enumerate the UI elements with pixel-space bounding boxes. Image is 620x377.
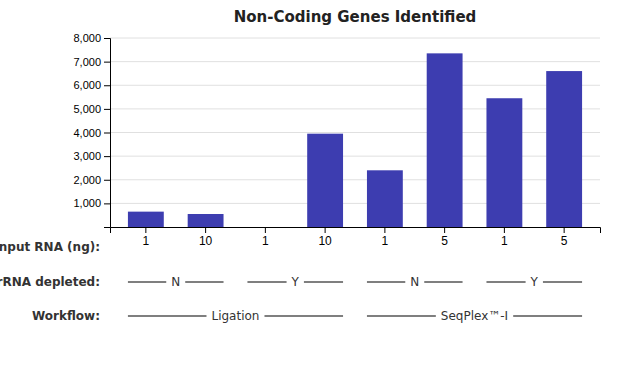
grid-line — [110, 85, 600, 86]
x-tick-label: 10 — [199, 234, 213, 248]
annotation-bracket — [185, 281, 223, 283]
x-tick: 1 — [382, 227, 389, 248]
annotation-group-label: SeqPlex™-I — [441, 309, 508, 323]
x-tick-label: 5 — [561, 234, 568, 248]
x-tick-mark — [444, 227, 445, 233]
x-tick: 5 — [561, 227, 568, 248]
annotation-row: Workflow: Ligation SeqPlex™-I — [32, 309, 582, 323]
x-tick: 1 — [262, 227, 269, 248]
annotation-bracket — [513, 315, 582, 317]
y-tick: 7,000 — [73, 56, 110, 68]
annotation-label: Workflow: — [32, 309, 100, 323]
grid-line — [110, 156, 600, 157]
x-tick-label: 1 — [262, 234, 269, 248]
plot: 1,000 2,000 3,000 4,000 5,000 6,000 7,000 8,000… — [0, 32, 601, 323]
x-tick-mark — [564, 227, 565, 233]
y-tick-mark — [104, 156, 110, 157]
x-tick: 1 — [143, 227, 150, 248]
y-tick: 6,000 — [73, 79, 110, 91]
annotation-group-label: N — [171, 275, 180, 289]
annotation-bracket — [264, 315, 343, 317]
x-tick-mark — [384, 227, 385, 233]
grid-line — [110, 61, 600, 62]
y-tick-label: 1,000 — [73, 197, 101, 209]
bar — [486, 98, 522, 227]
annotation-group-label: Y — [291, 275, 300, 289]
y-tick-label: 5,000 — [73, 103, 101, 115]
bar — [128, 212, 164, 227]
x-tick: 5 — [441, 227, 448, 248]
bar — [427, 53, 463, 227]
x-tick-mark — [265, 227, 266, 233]
x-tick: 10 — [199, 227, 213, 248]
annotation-row: rRNA depleted: N Y N Y — [0, 275, 582, 289]
y-tick-mark — [104, 85, 110, 86]
y-tick-label: 4,000 — [73, 127, 101, 139]
x-tick-label: 10 — [318, 234, 332, 248]
y-tick-mark — [104, 203, 110, 204]
y-tick: 3,000 — [73, 150, 110, 162]
y-tick-mark — [104, 109, 110, 110]
grid-line — [110, 132, 600, 133]
annotation-bracket — [424, 281, 462, 283]
y-axis-line — [104, 39, 111, 228]
annotation-bracket — [367, 281, 405, 283]
grid-line — [110, 38, 600, 39]
y-tick: 8,000 — [73, 32, 110, 44]
y-tick-mark — [104, 62, 110, 63]
y-tick: 5,000 — [73, 103, 110, 115]
x-tick-mark — [325, 227, 326, 233]
annotation-bracket — [367, 315, 436, 317]
grid-line — [110, 203, 600, 204]
x-tick-mark — [205, 227, 206, 233]
annotation-bracket — [543, 281, 582, 283]
annotation-label: rRNA depleted: — [0, 275, 100, 289]
x-tick-mark — [145, 227, 146, 233]
grid-line — [110, 108, 600, 109]
annotation-group-label: Ligation — [211, 309, 259, 323]
grid-line — [110, 179, 600, 180]
annotation-bracket — [486, 281, 525, 283]
x-tick-label: 1 — [143, 234, 150, 248]
y-tick-label: 8,000 — [73, 32, 101, 44]
y-tick-label: 3,000 — [73, 150, 101, 162]
x-label: Input RNA (ng): — [0, 240, 100, 254]
x-axis-line — [111, 228, 601, 234]
x-axis: 1 10 1 10 1 5 1 5 — [111, 227, 601, 248]
bar — [188, 214, 224, 227]
x-tick: 1 — [501, 227, 508, 248]
annotation-bracket — [128, 315, 207, 317]
y-tick-label: 2,000 — [73, 174, 101, 186]
y-tick-label: 7,000 — [73, 56, 101, 68]
y-tick-mark — [104, 38, 110, 39]
y-tick: 1,000 — [73, 197, 110, 209]
grid — [110, 38, 600, 203]
y-tick: 4,000 — [73, 127, 110, 139]
bar — [307, 134, 343, 227]
y-tick-mark — [104, 180, 110, 181]
bar — [546, 71, 582, 227]
y-tick-mark — [104, 133, 110, 134]
x-tick-label: 1 — [501, 234, 508, 248]
bars — [128, 53, 582, 227]
x-tick-mark — [504, 227, 505, 233]
annotation-group-label: N — [410, 275, 419, 289]
y-tick: 2,000 — [73, 174, 110, 186]
x-tick-label: 5 — [441, 234, 448, 248]
y-tick-label: 6,000 — [73, 79, 101, 91]
y-axis: 1,000 2,000 3,000 4,000 5,000 6,000 7,000 8,000 — [73, 32, 110, 227]
x-tick: 10 — [318, 227, 332, 248]
annotation-bracket — [128, 281, 166, 283]
annotation-group-label: Y — [530, 275, 539, 289]
annotation-bracket — [304, 281, 343, 283]
chart: 1,000 2,000 3,000 4,000 5,000 6,000 7,000 8,000… — [0, 0, 620, 377]
annotation-bracket — [247, 281, 286, 283]
bar — [367, 170, 403, 227]
x-tick-label: 1 — [382, 234, 389, 248]
title: Non-Coding Genes Identified — [234, 8, 477, 26]
bar — [247, 227, 283, 228]
